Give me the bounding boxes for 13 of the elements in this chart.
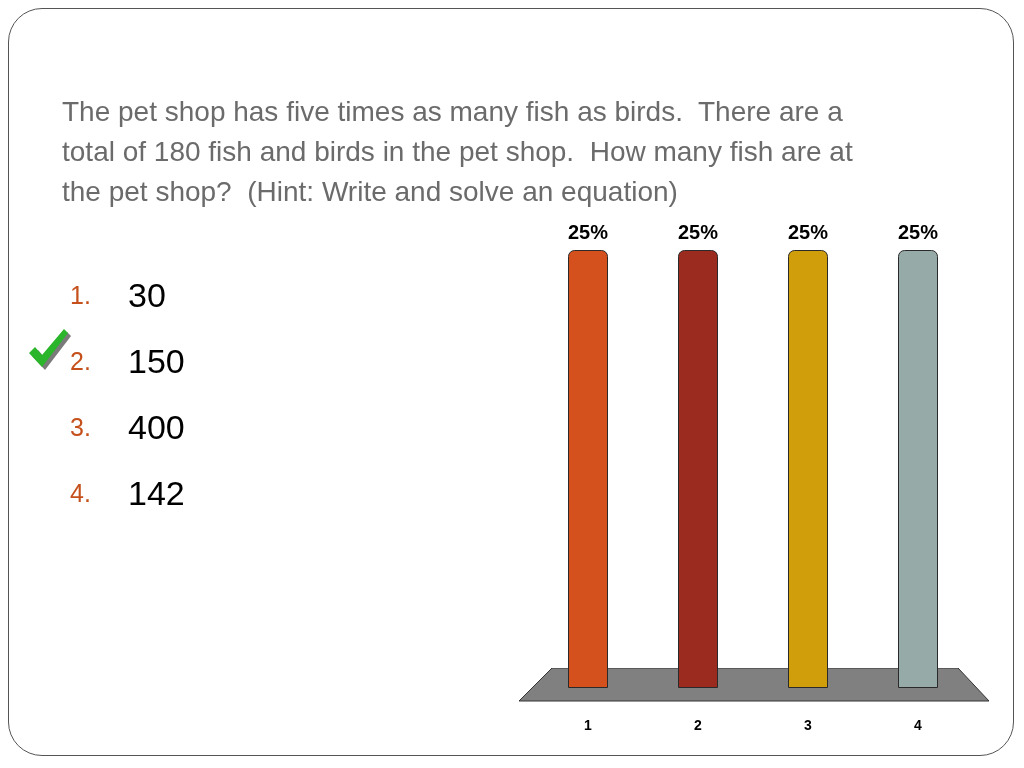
chart-title: The pet shop has five times as many fish as birds. There are a total of 180 fish and birds in the pet shop. How many fish are at the pet shop? (Hint: Write and solve an equation) (62, 95, 854, 209)
data-label: 25% (567, 221, 609, 243)
x-tick-label: 3 (804, 717, 813, 733)
data-label: 25% (787, 221, 829, 243)
text: 1. 30 (70, 275, 166, 314)
x-tick-label: 2 (694, 717, 703, 733)
x-tick-label: 4 (914, 717, 923, 733)
data-label: 25% (897, 221, 939, 243)
data-label: 25% (677, 221, 719, 243)
x-tick-label: 1 (584, 717, 593, 733)
text: 4. 142 (70, 473, 185, 512)
text: 2. 150 (70, 341, 185, 380)
text: 3. 400 (70, 407, 185, 446)
